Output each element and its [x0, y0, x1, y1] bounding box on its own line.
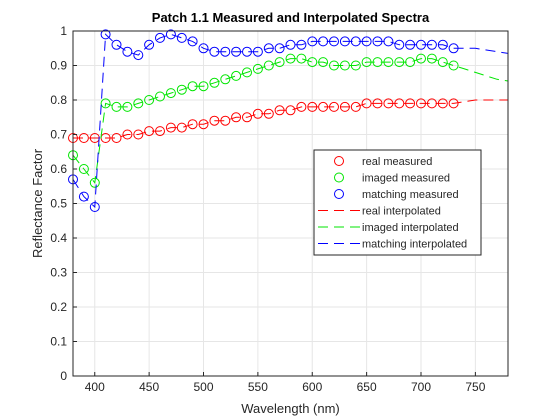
legend-entry: matching interpolated [318, 239, 467, 251]
chart-title: Patch 1.1 Measured and Interpolated Spec… [152, 10, 430, 25]
data-point-matching [111, 39, 122, 50]
data-point-matching [394, 39, 405, 50]
y-tick-label: 0.5 [50, 197, 67, 211]
legend-marker-sample [334, 156, 344, 166]
data-point-imaged [274, 57, 285, 68]
series-imaged-interpolated [72, 58, 509, 185]
data-point-matching [285, 39, 296, 50]
x-ticks: 400 450 500 550 600 650 700 750 [85, 372, 486, 394]
y-tick-label: 0.8 [50, 93, 67, 107]
series-matching-interpolated [72, 33, 509, 209]
data-point-imaged [78, 164, 89, 174]
x-tick-label: 450 [139, 380, 159, 394]
y-tick-label: 0.1 [50, 335, 67, 349]
data-point-imaged [165, 88, 176, 99]
series-line-real-interpolated [73, 99, 508, 139]
data-point-matching [100, 29, 111, 40]
series-imaged-measured [68, 53, 459, 188]
data-point-matching [144, 39, 155, 50]
legend-marker-sample [334, 189, 344, 199]
legend-box [313, 149, 482, 256]
y-tick-label: 0.6 [50, 162, 67, 176]
data-point-matching [176, 32, 187, 43]
y-tick-label: 0.7 [50, 128, 67, 142]
x-axis-label: Wavelength (nm) [241, 401, 340, 416]
data-point-imaged [231, 70, 242, 81]
legend-label: imaged measured [362, 173, 450, 185]
data-point-imaged [242, 67, 252, 78]
series-line-matching-interpolated [72, 33, 509, 209]
series-matching-measured [68, 29, 459, 212]
data-point-real [187, 119, 198, 130]
data-point-imaged [155, 91, 165, 102]
data-point-matching [274, 43, 285, 54]
data-point-imaged [100, 98, 111, 109]
legend-label: real interpolated [362, 206, 441, 218]
series-layer [68, 29, 509, 212]
data-point-imaged [176, 84, 187, 95]
data-point-matching [155, 32, 165, 43]
data-point-real [122, 129, 133, 140]
x-tick-label: 650 [357, 380, 377, 394]
legend-entry: imaged measured [334, 172, 450, 185]
data-point-real [242, 112, 252, 123]
data-point-imaged [252, 63, 263, 74]
y-tick-label: 0 [60, 369, 67, 383]
data-point-imaged [426, 53, 437, 64]
data-point-real [361, 98, 372, 109]
data-point-imaged [437, 57, 448, 68]
series-real-interpolated [73, 99, 508, 139]
data-point-imaged [263, 60, 274, 71]
y-ticks: 0 0.1 0.2 0.3 0.4 0.5 0.6 0.7 0.8 0.9 1 [50, 24, 77, 383]
series-line-imaged-interpolated [72, 58, 509, 185]
legend-label: real measured [362, 156, 432, 168]
x-tick-label: 550 [248, 380, 268, 394]
y-axis-label: Reflectance Factor [30, 148, 45, 258]
legend-entry: matching measured [334, 189, 459, 201]
data-point-matching [198, 43, 209, 54]
data-point-matching [133, 50, 144, 61]
data-point-matching [78, 191, 89, 202]
data-point-matching [165, 29, 176, 40]
data-point-real [350, 101, 361, 112]
data-point-imaged [209, 77, 220, 88]
data-point-matching [187, 36, 198, 47]
data-point-imaged [307, 57, 318, 68]
data-point-real [296, 101, 307, 112]
legend-label: matching measured [362, 189, 459, 201]
data-point-real [133, 129, 144, 140]
data-point-imaged [296, 53, 307, 64]
y-tick-label: 0.9 [50, 59, 67, 73]
x-tick-label: 500 [193, 380, 213, 394]
data-point-imaged [448, 60, 459, 71]
data-point-imaged [133, 98, 144, 109]
data-point-imaged [220, 74, 231, 85]
data-point-imaged [144, 95, 155, 105]
legend: real measured imaged measured matching mea… [313, 149, 482, 256]
x-tick-label: 600 [302, 380, 322, 394]
data-point-imaged [416, 53, 426, 64]
data-point-imaged [89, 177, 100, 188]
legend-label: imaged interpolated [362, 222, 459, 234]
legend-entry: real interpolated [318, 206, 441, 218]
legend-marker-sample [334, 172, 344, 183]
data-point-real [448, 98, 459, 109]
data-point-matching [122, 46, 133, 57]
legend-entry: imaged interpolated [318, 222, 459, 234]
data-point-real [231, 112, 242, 123]
legend-entry: real measured [334, 156, 432, 168]
legend-label: matching interpolated [362, 239, 467, 251]
y-tick-label: 0.2 [50, 300, 67, 314]
x-tick-label: 700 [411, 380, 431, 394]
x-tick-label: 400 [85, 380, 105, 394]
y-tick-label: 0.4 [50, 231, 67, 245]
x-tick-label: 750 [465, 380, 485, 394]
y-tick-label: 1 [60, 24, 67, 38]
y-tick-label: 0.3 [50, 266, 67, 280]
